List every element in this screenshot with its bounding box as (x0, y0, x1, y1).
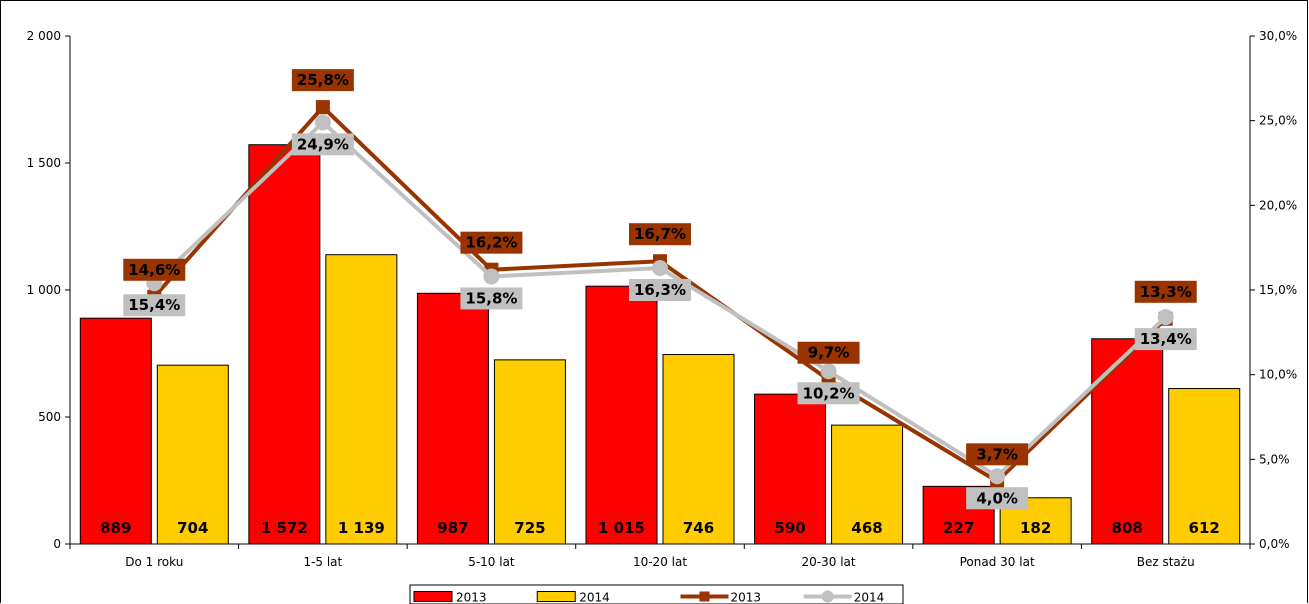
pct-label-2014: 16,3% (634, 281, 686, 299)
x-category-label: Do 1 roku (125, 555, 183, 569)
bar-value-label: 725 (514, 519, 545, 537)
bar-2014 (493, 359, 566, 545)
legend-label: 2014 (854, 591, 885, 604)
pct-label-box-2013 (460, 231, 523, 254)
y-right-tick-label: 0,0% (1259, 537, 1290, 551)
bar-2013 (585, 285, 658, 545)
x-category-label: Bez stażu (1137, 555, 1195, 569)
pct-label-box-2014 (460, 287, 523, 310)
bar-2014 (325, 254, 398, 545)
y-right-tick-label: 30,0% (1259, 29, 1297, 43)
x-category-label: 10-20 lat (633, 555, 687, 569)
legend-label: 2013 (456, 591, 487, 604)
pct-label-2014: 15,8% (465, 289, 517, 307)
y-right-tick-label: 5,0% (1259, 452, 1290, 466)
pct-label-box-2014 (123, 294, 186, 317)
legend-label: 2013 (731, 591, 762, 604)
pct-label-box-2013 (123, 258, 186, 281)
bar-2013 (79, 317, 152, 545)
bar-value-label: 1 572 (261, 519, 308, 537)
x-category-label: 1-5 lat (303, 555, 342, 569)
bar-value-label: 590 (774, 519, 805, 537)
bar-value-label: 227 (943, 519, 974, 537)
lines (146, 100, 1174, 489)
pct-label-box-2013 (291, 69, 354, 92)
bar-value-label: 182 (1020, 519, 1051, 537)
legend: 2013 2014 2013 2014 (409, 584, 904, 604)
bar-2013 (248, 144, 321, 545)
bar-value-label: 1 139 (338, 519, 385, 537)
x-category-label: 20-30 lat (802, 555, 856, 569)
y-left-tick-label: 2 000 (27, 29, 61, 43)
bar-2014 (999, 497, 1072, 545)
bar-value-label: 612 (1189, 519, 1220, 537)
point-marker-2014 (989, 468, 1006, 485)
bar-value-label: 746 (683, 519, 714, 537)
y-right-tick-label: 10,0% (1259, 368, 1297, 382)
pct-label-2014: 10,2% (803, 384, 855, 402)
pct-label-box-2014 (291, 133, 354, 156)
bar-value-label: 889 (100, 519, 131, 537)
pct-label-2014: 13,4% (1140, 330, 1192, 348)
y-right-tick-label: 15,0% (1259, 283, 1297, 297)
pct-label-2013: 14,6% (128, 261, 180, 279)
y-left-tick-label: 1 500 (27, 156, 61, 170)
pct-label-box-2013 (797, 341, 860, 364)
y-right-tick-label: 25,0% (1259, 114, 1297, 128)
x-category-label: Ponad 30 lat (960, 555, 1035, 569)
pct-label-2013: 13,3% (1140, 283, 1192, 301)
bars (79, 144, 1241, 545)
bar-value-label: 808 (1112, 519, 1143, 537)
bar-2014 (831, 424, 904, 545)
bar-2014 (662, 354, 735, 545)
point-marker-2014 (483, 268, 500, 285)
legend-box (409, 584, 904, 604)
pct-label-box-2013 (629, 223, 691, 246)
y-right-tick-label: 20,0% (1259, 198, 1297, 212)
bar-value-label: 987 (437, 519, 468, 537)
point-marker-2014 (314, 114, 331, 131)
point-marker-2013 (315, 100, 330, 115)
legend-swatch-bar (413, 591, 453, 602)
y-left-tick-label: 500 (38, 410, 61, 424)
bar-value-label: 468 (851, 519, 882, 537)
pct-label-box-2013 (1134, 280, 1197, 303)
y-left-tick-label: 1 000 (27, 283, 61, 297)
pct-label-2013: 25,8% (297, 71, 349, 89)
pct-label-2014: 4,0% (976, 489, 1018, 507)
pct-label-2013: 16,7% (634, 225, 686, 243)
x-category-label: 5-10 lat (468, 555, 515, 569)
point-marker-2014 (820, 363, 837, 380)
bar-2013 (1091, 338, 1164, 545)
bar-2013 (416, 292, 489, 545)
pct-label-box-2014 (1134, 328, 1197, 351)
bar-2014 (156, 364, 229, 545)
pct-label-2013: 16,2% (465, 234, 517, 252)
legend-swatch-bar (536, 591, 576, 602)
pct-label-box-2014 (966, 487, 1029, 510)
pct-label-box-2014 (629, 278, 691, 301)
data-labels: 889 1 572 987 1 015 590 227 808 704 1 139 725 746 4… (100, 69, 1220, 537)
bar-value-label: 704 (177, 519, 208, 537)
point-marker-2014 (652, 259, 668, 276)
pct-label-2014: 15,4% (128, 296, 180, 314)
pct-label-box-2014 (797, 382, 860, 405)
legend-label: 2014 (579, 591, 610, 604)
pct-label-2013: 9,7% (808, 344, 850, 362)
pct-label-2013: 3,7% (976, 445, 1018, 463)
axes: 0 500 1 000 1 500 2 000 0,0% 5,0% 10,0% 15,0% 20,… (27, 29, 1297, 569)
bar-2013 (754, 393, 827, 545)
point-marker-2014 (1157, 309, 1174, 326)
pct-label-2014: 24,9% (297, 135, 349, 153)
bar-value-label: 1 015 (598, 519, 645, 537)
legend-swatch-marker (821, 590, 834, 603)
pct-label-box-2013 (966, 443, 1029, 466)
legend-swatch-marker (699, 591, 710, 602)
y-left-tick-label: 0 (53, 537, 61, 551)
bar-2014 (1168, 388, 1241, 545)
